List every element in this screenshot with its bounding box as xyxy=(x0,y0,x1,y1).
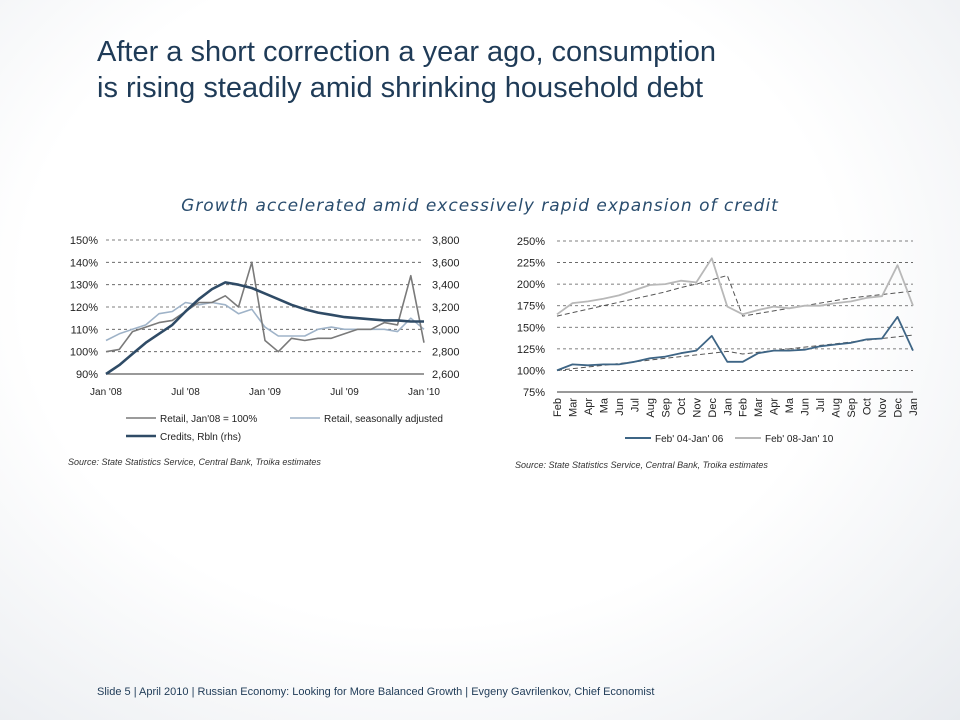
y-right-tick-label: 3,000 xyxy=(432,324,460,336)
legend-label: Retail, seasonally adjusted xyxy=(324,414,443,425)
legend-label: Feb' 04-Jan' 06 xyxy=(655,434,724,445)
x-tick-label: Jan '09 xyxy=(249,387,281,398)
y-tick-label: 100% xyxy=(517,365,545,377)
retail-sa-line xyxy=(105,301,425,342)
x-tick-label: Jun xyxy=(614,398,626,416)
x-tick-label: Jul '09 xyxy=(330,387,359,398)
y-tick-label: 125% xyxy=(517,344,545,356)
x-tick-label: Jan xyxy=(908,398,920,416)
legend-label: Retail, Jan'08 = 100% xyxy=(160,414,257,425)
slide-footer: Slide 5 | April 2010 | Russian Economy: … xyxy=(97,686,655,698)
retail-credits-chart: 90% 100% 110% 120% 130% 140% 150% 2,600 2,800 3,0… xyxy=(70,235,460,443)
x-tick-label: Sep xyxy=(660,398,672,418)
x-tick-label: Jun xyxy=(800,398,812,416)
y-left-tick-label: 120% xyxy=(70,302,98,314)
y-right-tick-label: 3,600 xyxy=(432,257,460,269)
y-tick-label: 250% xyxy=(517,236,545,248)
x-tick-label: Mar xyxy=(753,398,765,417)
charts-subtitle: Growth accelerated amid excessively rapi… xyxy=(181,196,779,216)
retail-line xyxy=(105,261,425,353)
x-tick-label: Jul '08 xyxy=(171,387,200,398)
credits-line xyxy=(105,281,424,376)
x-tick-label: Mar xyxy=(567,398,579,417)
x-tick-label: Jan '08 xyxy=(90,387,122,398)
y-left-tick-label: 150% xyxy=(70,235,98,247)
y-tick-label: 175% xyxy=(517,301,545,313)
y-tick-label: 225% xyxy=(517,258,545,270)
x-tick-label: Oct xyxy=(862,398,874,415)
title-line-1: After a short correction a year ago, con… xyxy=(97,36,716,68)
series-0810-line xyxy=(556,257,914,316)
y-right-tick-label: 2,600 xyxy=(432,369,460,381)
x-tick-label: Jul xyxy=(629,398,641,412)
x-tick-label: Apr xyxy=(583,398,595,415)
y-right-tick-label: 3,200 xyxy=(432,302,460,314)
legend-label: Feb' 08-Jan' 10 xyxy=(765,434,834,445)
y-right-tick-label: 3,400 xyxy=(432,280,460,292)
y-left-tick-label: 130% xyxy=(70,280,98,292)
x-tick-label: Jul xyxy=(815,398,827,412)
y-left-tick-label: 100% xyxy=(70,347,98,359)
x-tick-label: Apr xyxy=(769,398,781,415)
series-0406-line xyxy=(556,316,914,372)
x-tick-label: Dec xyxy=(893,398,905,418)
x-tick-label: Jan '10 xyxy=(408,387,440,398)
legend-label: Credits, Rbln (rhs) xyxy=(160,432,241,443)
x-tick-label: Aug xyxy=(645,398,657,418)
x-tick-label: Jan xyxy=(722,398,734,416)
chart1-source: Source: State Statistics Service, Centra… xyxy=(68,457,321,467)
y-tick-label: 150% xyxy=(517,322,545,334)
y-left-tick-label: 110% xyxy=(71,324,99,336)
x-tick-label: Oct xyxy=(676,398,688,415)
y-right-tick-label: 2,800 xyxy=(432,347,460,359)
slide-title: After a short correction a year ago, con… xyxy=(97,34,917,106)
title-line-2: is rising steadily amid shrinking househ… xyxy=(97,72,704,104)
x-tick-label: Nov xyxy=(877,398,889,418)
y-right-tick-label: 3,800 xyxy=(432,235,460,247)
chart2-source: Source: State Statistics Service, Centra… xyxy=(515,460,768,470)
y-tick-label: 75% xyxy=(523,387,545,399)
x-tick-label: Ma xyxy=(598,397,610,413)
x-tick-label: Aug xyxy=(831,398,843,418)
y-left-tick-label: 140% xyxy=(70,257,98,269)
consumption-comparison-chart: 75%100%125%150%175%200%225%250%Feb Mar Apr… xyxy=(517,236,920,445)
y-left-tick-label: 90% xyxy=(76,369,98,381)
x-tick-label: Ma xyxy=(784,397,796,413)
x-tick-label: Dec xyxy=(707,398,719,418)
x-tick-label: Sep xyxy=(846,398,858,418)
x-tick-label: Feb xyxy=(552,398,564,417)
x-tick-label: Nov xyxy=(691,398,703,418)
x-tick-label: Feb xyxy=(738,398,750,417)
y-tick-label: 200% xyxy=(517,279,545,291)
trend-line xyxy=(556,275,914,317)
